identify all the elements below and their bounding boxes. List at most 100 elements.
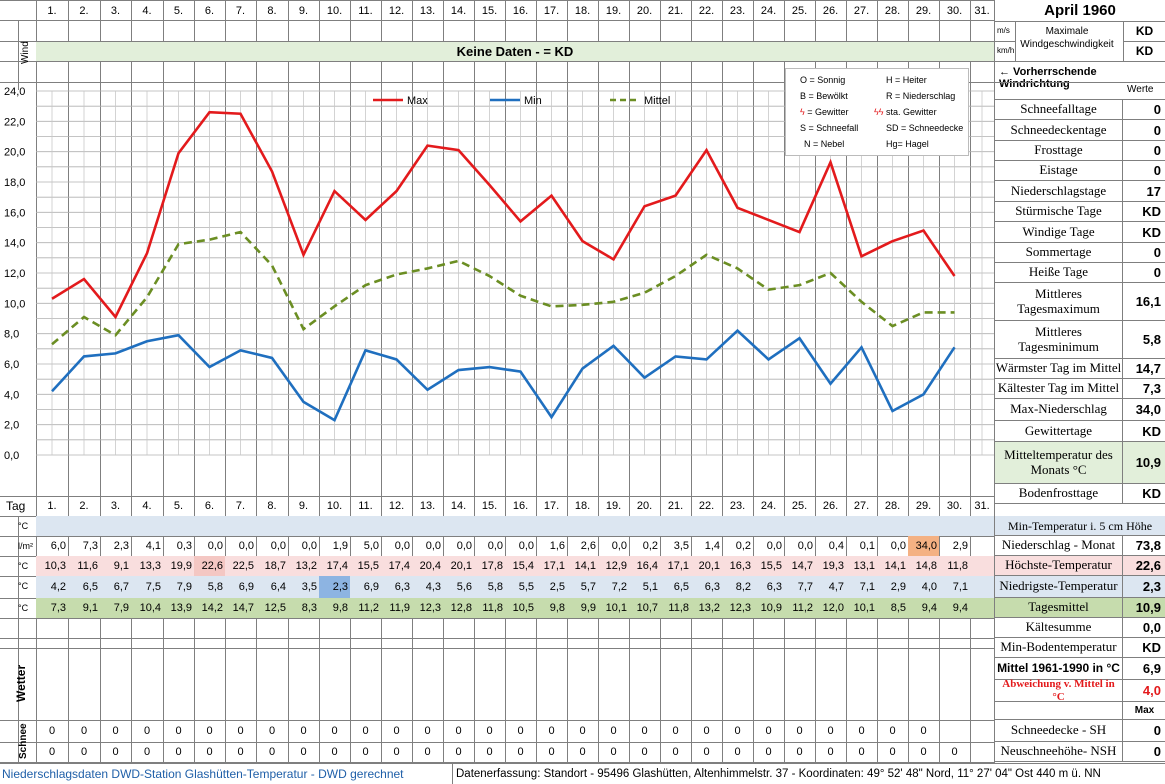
table-cell: 0,0: [518, 540, 534, 552]
stat-value: 0: [1153, 265, 1161, 280]
table-cell: 4,2: [50, 581, 66, 593]
table-cell: 0: [703, 746, 710, 758]
day-header-cell: 18.: [574, 500, 591, 512]
table-cell: 10,7: [636, 602, 658, 614]
stat-label: Schneefalltage: [995, 100, 1123, 119]
table-cell: 0: [455, 746, 462, 758]
table-cell: 15,5: [357, 560, 379, 572]
table-cell: 6,3: [394, 581, 410, 593]
table-cell: 0: [672, 746, 679, 758]
stat-row: Windige Tage KD: [995, 222, 1165, 243]
prevailing-wind-label: ← Vorherrschende Windrichtung: [999, 66, 1097, 90]
stat-row: Niederschlag - Monat 73,8: [995, 536, 1165, 556]
row-line: [0, 618, 994, 619]
weather-code-legend: O = Sonnig H = Heiter B = Bewölkt R = Ni…: [785, 68, 969, 156]
column-line: [474, 0, 475, 763]
day-header-cell: 6.: [204, 5, 215, 17]
unit-label: °C: [18, 581, 29, 591]
table-cell: 0: [641, 746, 648, 758]
stat-row: Neuschneehöhe- NSH 0: [995, 742, 1165, 762]
table-cell: 7,1: [952, 581, 968, 593]
column-line: [18, 20, 19, 90]
table-cell: 7,3: [82, 540, 98, 552]
stat-row: Kältesumme 0,0: [995, 618, 1165, 638]
table-cell: 0: [920, 746, 927, 758]
max-wind-ms: KD: [1135, 24, 1154, 38]
stat-row: Schneefalltage 0: [995, 100, 1165, 120]
day-header-cell: 5.: [173, 5, 184, 17]
row-line: [0, 742, 994, 743]
day-header-cell: 30.: [946, 5, 963, 17]
table-cell: 19,9: [170, 560, 192, 572]
table-cell: 0: [206, 746, 213, 758]
stat-value: KD: [1142, 204, 1161, 219]
column-line: [815, 0, 816, 763]
stat-row: Sommertage 0: [995, 243, 1165, 263]
day-header-cell: 19.: [605, 500, 622, 512]
table-cell: 5,7: [580, 581, 596, 593]
stat-row: Mittleres Tagesmaximum 16,1: [995, 283, 1165, 321]
table-cell: 0: [827, 725, 834, 737]
stat-value: 0: [1153, 102, 1161, 117]
table-cell: 0: [889, 746, 896, 758]
row-line: [0, 762, 994, 763]
legend-code: SD = Schneedecke: [886, 123, 964, 133]
day-header-cell: 14.: [450, 5, 467, 17]
day-header-cell: 27.: [853, 500, 870, 512]
table-cell: 4,0: [921, 581, 937, 593]
table-cell: 14,7: [232, 602, 254, 614]
column-line: [256, 0, 257, 763]
y-tick-label: 24,0: [4, 86, 25, 98]
y-tick-label: 18,0: [4, 177, 25, 189]
table-cell: 10,1: [853, 602, 875, 614]
table-cell: 0: [112, 746, 119, 758]
legend-label: Max: [407, 95, 428, 107]
y-tick-label: 10,0: [4, 298, 25, 310]
stat-row: Tagesmittel 10,9: [995, 598, 1165, 618]
table-cell: 11,2: [792, 602, 813, 614]
stat-label: Niederschlagstage: [995, 181, 1123, 201]
legend-code: R = Niederschlag: [886, 91, 956, 101]
row-line: [0, 0, 994, 1]
day-header-cell: 3.: [110, 5, 121, 17]
day-header-cell: 10.: [326, 5, 343, 17]
table-cell: 0,0: [301, 540, 317, 552]
table-cell: 6,5: [673, 581, 689, 593]
table-cell: 5,8: [487, 581, 503, 593]
table-cell: 5,8: [207, 581, 223, 593]
day-header-cell: 2.: [79, 500, 89, 512]
table-cell: 17,4: [326, 560, 348, 572]
stat-value: KD: [1142, 423, 1161, 439]
table-cell: 13,1: [853, 560, 875, 572]
table-cell: 0: [765, 725, 772, 737]
table-cell: 0: [424, 746, 431, 758]
unit-label: °C: [18, 521, 29, 531]
stat-label: Mittleres Tagesmaximum: [995, 283, 1123, 320]
table-cell: 0: [610, 725, 617, 737]
table-cell: 0: [796, 725, 803, 737]
table-cell: [970, 742, 994, 762]
table-cell: 11,9: [389, 602, 410, 614]
stat-label: Mittleres Tagesminimum: [995, 321, 1123, 358]
stat-row: Frosttage 0: [995, 141, 1165, 161]
table-cell: 14,1: [884, 560, 906, 572]
day-header-cell: 13.: [419, 5, 436, 17]
unit-label: °C: [18, 561, 29, 571]
row-line: [0, 20, 994, 21]
footer-left: Niederschlagsdaten DWD-Station Glashütte…: [2, 767, 404, 781]
day-header-cell: 24.: [760, 5, 777, 17]
stats-panel: April 1960 m/s km/h Maximale Windgeschwi…: [995, 0, 1165, 784]
day-header-cell: 24.: [760, 500, 777, 512]
row-line: [0, 536, 994, 537]
table-cell: 0: [237, 725, 244, 737]
table-cell: 1,6: [549, 540, 565, 552]
min5cm-label: Min-Temperatur i. 5 cm Höhe: [995, 516, 1165, 536]
table-cell: 0,0: [238, 540, 254, 552]
table-cell: 6,3: [704, 581, 720, 593]
table-cell: 0,0: [456, 540, 472, 552]
y-tick-label: 4,0: [4, 389, 19, 401]
stat-row: Gewittertage KD: [995, 421, 1165, 442]
table-cell: 14,2: [201, 602, 223, 614]
table-cell: 34,0: [908, 536, 939, 556]
stat-value: KD: [1142, 224, 1161, 240]
